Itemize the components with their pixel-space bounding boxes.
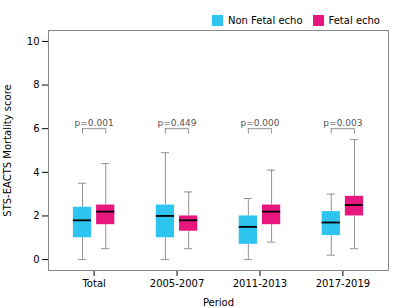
svg-text:p=0.003: p=0.003 [323, 118, 362, 128]
svg-text:10: 10 [27, 36, 40, 47]
svg-text:2: 2 [33, 210, 39, 221]
html-text:Non Fetal echo: Non Fetal echo [227, 15, 303, 26]
svg-text:Period: Period [203, 297, 234, 308]
svg-text:8: 8 [33, 79, 39, 90]
svg-text:2017-2019: 2017-2019 [316, 278, 371, 289]
svg-text:Total: Total [81, 278, 105, 289]
svg-text:p=0.000: p=0.000 [240, 118, 279, 128]
svg-text:STS-EACTS Mortality score: STS-EACTS Mortality score [2, 84, 13, 216]
svg-text:4: 4 [33, 167, 39, 178]
svg-text:2011-2013: 2011-2013 [233, 278, 288, 289]
svg-text:p=0.001: p=0.001 [75, 118, 114, 128]
svg-text:2005-2007: 2005-2007 [150, 278, 205, 289]
svg-text:p=0.449: p=0.449 [158, 118, 197, 128]
svg-text:6: 6 [33, 123, 39, 134]
html-text:Fetal echo: Fetal echo [328, 15, 380, 26]
svg-text:0: 0 [33, 254, 39, 265]
